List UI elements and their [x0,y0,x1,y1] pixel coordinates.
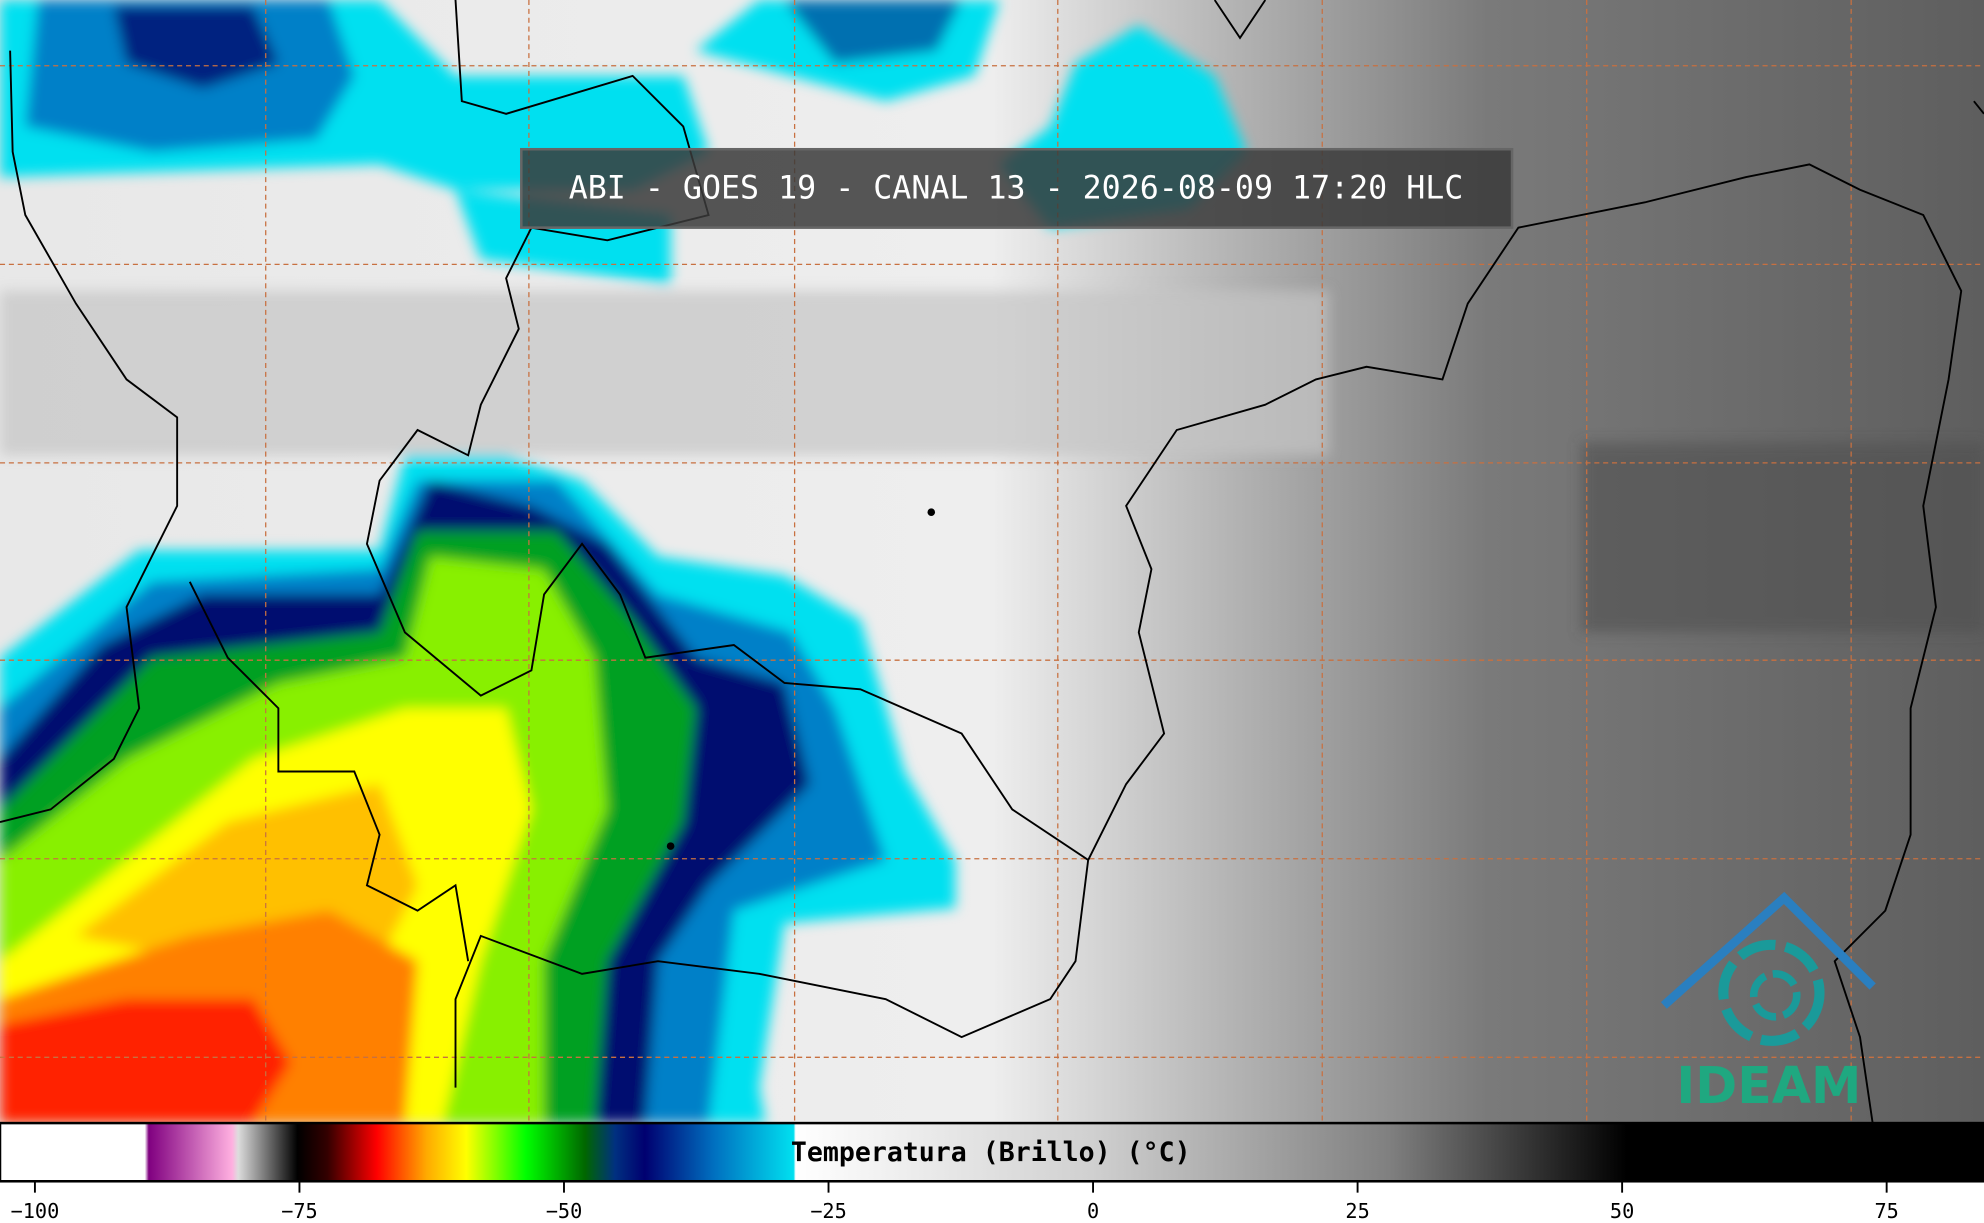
tick-label: 25 [1345,1199,1369,1223]
graticule [0,0,1984,1124]
tick-label: 0 [1087,1199,1099,1223]
tick-label: −25 [810,1199,847,1223]
tick-label: 50 [1610,1199,1634,1223]
tick-label: −50 [546,1199,583,1223]
city-marker [666,842,675,850]
title-box: ABI - GOES 19 - CANAL 13 - 2026-08-09 17… [520,147,1514,229]
tick-label: −75 [281,1199,318,1223]
colorbar: Temperatura (Brillo) (°C) [0,1121,1984,1183]
logo: IDEAM [1660,891,1876,1115]
title: ABI - GOES 19 - CANAL 13 - 2026-08-09 17… [569,171,1464,207]
tick-label: −100 [11,1199,60,1223]
colorbar-label: Temperatura (Brillo) (°C) [791,1137,1191,1168]
tick-label: 75 [1874,1199,1898,1223]
colorbar-strip [0,1121,1984,1183]
borders [0,0,1984,1124]
logo-text: IDEAM [1676,1056,1861,1115]
city-marker [927,508,936,517]
